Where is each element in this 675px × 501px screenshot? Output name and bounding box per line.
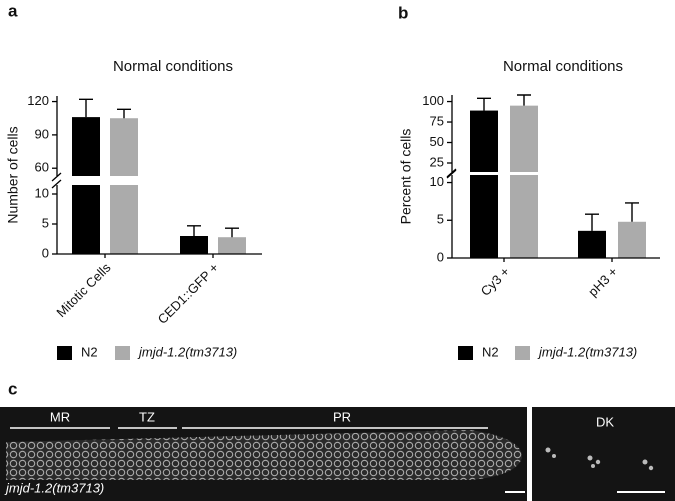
y-tick-label: 100 — [422, 93, 444, 108]
bar — [510, 105, 538, 259]
y-tick-label: 90 — [35, 126, 49, 141]
strain-label: jmjd-1.2(tm3713) — [4, 480, 104, 495]
micrograph: MR TZ PR DK jmjd-1.2(tm3713) — [0, 407, 675, 501]
axis-break-mark — [446, 168, 457, 179]
y-tick-label: 0 — [42, 245, 49, 260]
chart-title: Normal conditions — [503, 58, 623, 75]
bar — [72, 117, 100, 254]
y-tick-label: 25 — [430, 154, 444, 169]
x-tick-label: Cy3 + — [478, 264, 513, 299]
axis-break — [442, 172, 660, 175]
legend-label: jmjd-1.2(tm3713) — [137, 344, 237, 359]
x-tick-label: Mitotic Cells — [53, 260, 114, 321]
legend-swatch — [115, 346, 130, 360]
y-tick-label: 120 — [27, 93, 49, 108]
legend-swatch — [515, 346, 530, 360]
bar — [110, 118, 138, 254]
error-bar — [187, 225, 201, 236]
region-label: PR — [333, 409, 351, 424]
y-axis-label: Percent of cells — [398, 129, 414, 225]
error-bar — [585, 213, 599, 231]
axis-break-mark — [51, 172, 62, 189]
x-tick-label: pH3 + — [585, 264, 620, 299]
diakinesis-nuclei — [545, 447, 654, 471]
y-axis-label: Number of cells — [5, 126, 21, 223]
error-bar — [517, 94, 531, 106]
panel-label: b — [398, 3, 408, 22]
panel-label: c — [8, 379, 17, 398]
error-bar — [117, 108, 131, 119]
inset-image — [532, 407, 675, 501]
legend-label: N2 — [482, 344, 499, 359]
y-tick-label: 5 — [437, 212, 444, 227]
error-bar — [225, 227, 239, 238]
y-tick-label: 60 — [35, 160, 49, 175]
y-tick-label: 0 — [437, 249, 444, 264]
legend-swatch — [57, 346, 72, 360]
y-tick-label: 10 — [430, 174, 444, 189]
legend-label: jmjd-1.2(tm3713) — [537, 344, 637, 359]
legend-swatch — [458, 346, 473, 360]
panel-label: a — [8, 1, 18, 20]
axis-break — [47, 176, 262, 185]
error-bar — [79, 98, 93, 118]
region-label: TZ — [139, 409, 155, 424]
y-tick-label: 5 — [42, 215, 49, 230]
bar — [618, 221, 646, 258]
legend-label: N2 — [81, 344, 98, 359]
gonad — [6, 430, 523, 480]
error-bar — [477, 97, 491, 111]
y-tick-label: 10 — [35, 185, 49, 200]
inset-label: DK — [596, 414, 614, 429]
bar — [218, 237, 246, 254]
chart-title: Normal conditions — [113, 58, 233, 75]
bar — [470, 110, 498, 258]
y-tick-label: 50 — [430, 134, 444, 149]
region-label: MR — [50, 409, 70, 424]
bar — [578, 230, 606, 258]
y-tick-label: 75 — [430, 113, 444, 128]
x-tick-label: CED1::GFP + — [155, 260, 222, 327]
error-bar — [625, 202, 639, 222]
bar — [180, 236, 208, 254]
